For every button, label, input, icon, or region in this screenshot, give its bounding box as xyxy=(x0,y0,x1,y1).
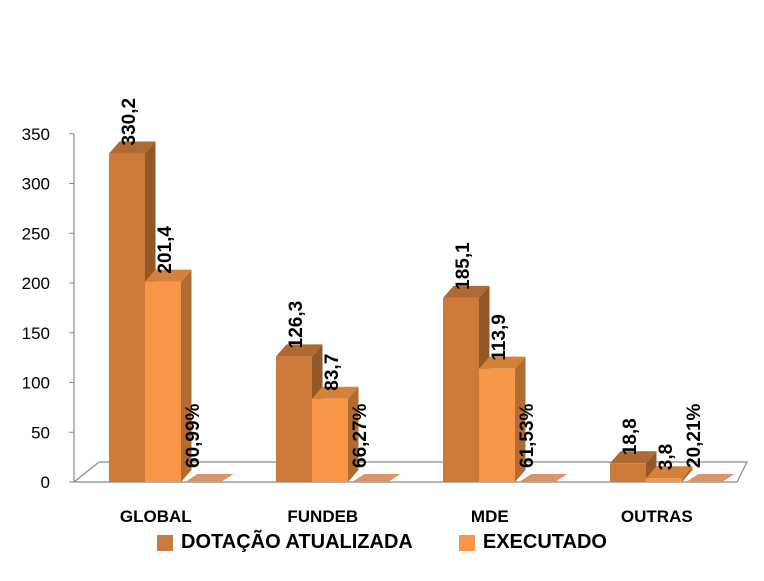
y-tick-label: 300 xyxy=(22,175,50,194)
bar-dotacao xyxy=(610,463,646,482)
bar-dotacao-top xyxy=(443,285,490,298)
data-label-dotacao: 18,8 xyxy=(620,418,641,455)
y-tick-label: 100 xyxy=(22,374,50,393)
data-label-percent: 61,53% xyxy=(517,403,538,468)
y-tick-label: 250 xyxy=(22,224,50,243)
data-label-percent: 60,99% xyxy=(183,403,204,468)
bar-executado-top xyxy=(646,466,693,479)
x-tick-label: MDE xyxy=(471,507,509,526)
x-tick-label: FUNDEB xyxy=(287,507,358,526)
legend-item-dotacao: DOTAÇÃO ATUALIZADA xyxy=(157,531,413,554)
legend-swatch-executado xyxy=(458,534,475,551)
bar-percent xyxy=(686,474,735,482)
bar-dotacao-top xyxy=(109,141,156,154)
bar-executado xyxy=(312,398,348,482)
bar-executado-top xyxy=(145,269,192,282)
bar-executado-side xyxy=(181,269,192,482)
bar-executado-side xyxy=(515,356,526,482)
bar-dotacao-top xyxy=(610,451,657,464)
data-label-dotacao: 330,2 xyxy=(119,98,140,146)
data-label-executado: 201,4 xyxy=(155,226,176,274)
chart-floor xyxy=(72,461,748,483)
legend-label-executado: EXECUTADO xyxy=(482,531,607,553)
x-tick-label: OUTRAS xyxy=(621,507,693,526)
bar-percent xyxy=(185,474,234,482)
x-tick-label: GLOBAL xyxy=(120,507,192,526)
bar-dotacao xyxy=(276,356,312,482)
data-label-executado: 3,8 xyxy=(656,444,677,470)
chart-plot: 0 50 100 150 200 250 300 350 330,2 201,4 60,99% GLO… xyxy=(22,98,748,526)
y-tick-label: 350 xyxy=(22,125,50,144)
bar-dotacao xyxy=(109,153,145,483)
bar-executado-top xyxy=(479,356,526,369)
y-tick-label: 50 xyxy=(31,423,50,442)
y-tick-label: 200 xyxy=(22,274,50,293)
bar-executado xyxy=(646,478,682,482)
bar-percent xyxy=(352,474,401,482)
bar-executado-side xyxy=(348,386,359,482)
data-label-executado: 83,7 xyxy=(322,354,343,391)
bar-executado-side xyxy=(682,466,693,482)
y-tick-label: 150 xyxy=(22,324,50,343)
bar-executado xyxy=(145,281,181,482)
legend: DOTAÇÃO ATUALIZADA EXECUTADO xyxy=(0,531,764,554)
bar-dotacao xyxy=(443,297,479,482)
data-label-dotacao: 185,1 xyxy=(453,242,474,290)
y-tick-label: 0 xyxy=(41,473,50,492)
data-label-executado: 113,9 xyxy=(489,314,510,361)
data-label-percent: 66,27% xyxy=(350,403,371,468)
bar-executado-top xyxy=(312,386,359,399)
bar-dotacao-side xyxy=(646,451,657,482)
legend-swatch-dotacao xyxy=(157,534,174,551)
bar-percent xyxy=(519,474,568,482)
data-label-percent: 20,21% xyxy=(684,403,705,468)
legend-label-dotacao: DOTAÇÃO ATUALIZADA xyxy=(181,531,413,553)
legend-item-executado: EXECUTADO xyxy=(458,531,607,554)
bar-dotacao-top xyxy=(276,344,323,357)
data-label-dotacao: 126,3 xyxy=(286,301,307,349)
bar-executado xyxy=(479,368,515,482)
